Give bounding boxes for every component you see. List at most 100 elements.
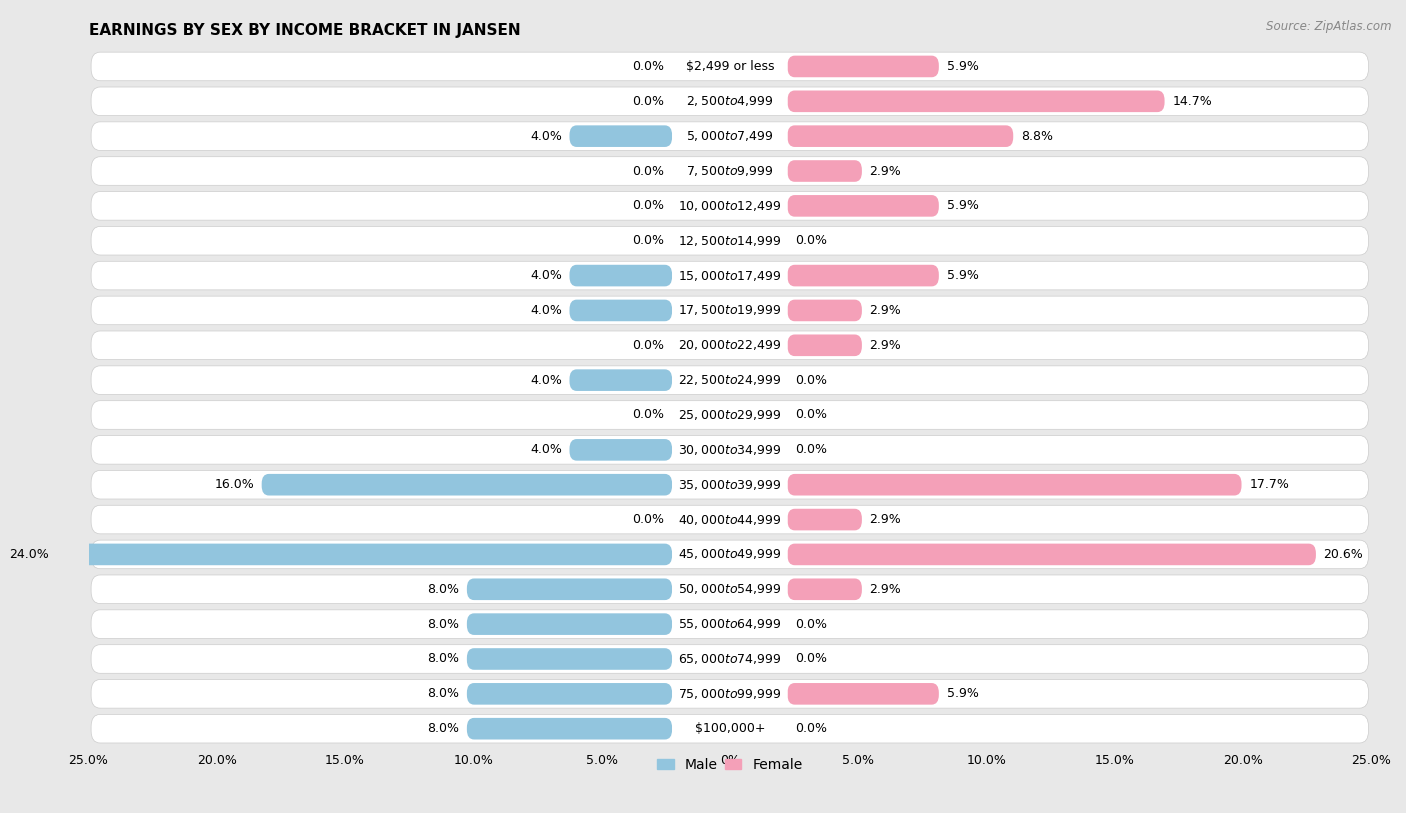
Text: 0.0%: 0.0% [796, 374, 827, 387]
Text: 4.0%: 4.0% [530, 304, 562, 317]
FancyBboxPatch shape [672, 579, 787, 600]
FancyBboxPatch shape [787, 474, 1241, 495]
FancyBboxPatch shape [787, 265, 939, 286]
FancyBboxPatch shape [91, 52, 1368, 80]
FancyBboxPatch shape [91, 296, 1368, 324]
Text: 8.0%: 8.0% [427, 653, 460, 666]
Text: 8.0%: 8.0% [427, 583, 460, 596]
FancyBboxPatch shape [467, 579, 672, 600]
FancyBboxPatch shape [91, 505, 1368, 534]
FancyBboxPatch shape [787, 125, 1014, 147]
Text: 4.0%: 4.0% [530, 374, 562, 387]
FancyBboxPatch shape [787, 509, 862, 530]
FancyBboxPatch shape [91, 436, 1368, 464]
FancyBboxPatch shape [467, 718, 672, 740]
Text: 8.8%: 8.8% [1021, 129, 1053, 142]
FancyBboxPatch shape [672, 334, 787, 356]
FancyBboxPatch shape [672, 265, 787, 286]
Text: 2.9%: 2.9% [869, 583, 901, 596]
Text: 24.0%: 24.0% [8, 548, 49, 561]
FancyBboxPatch shape [672, 509, 787, 530]
Text: $15,000 to $17,499: $15,000 to $17,499 [678, 268, 782, 283]
FancyBboxPatch shape [672, 613, 787, 635]
FancyBboxPatch shape [672, 125, 787, 147]
Text: 0.0%: 0.0% [633, 513, 665, 526]
Text: $2,499 or less: $2,499 or less [686, 60, 775, 73]
Text: 4.0%: 4.0% [530, 443, 562, 456]
FancyBboxPatch shape [672, 55, 787, 77]
FancyBboxPatch shape [91, 331, 1368, 359]
Text: $50,000 to $54,999: $50,000 to $54,999 [678, 582, 782, 596]
Text: 16.0%: 16.0% [214, 478, 254, 491]
FancyBboxPatch shape [91, 680, 1368, 708]
Text: $55,000 to $64,999: $55,000 to $64,999 [678, 617, 782, 631]
FancyBboxPatch shape [672, 718, 787, 740]
Text: Source: ZipAtlas.com: Source: ZipAtlas.com [1267, 20, 1392, 33]
Text: 2.9%: 2.9% [869, 513, 901, 526]
FancyBboxPatch shape [91, 122, 1368, 150]
FancyBboxPatch shape [467, 648, 672, 670]
Text: 2.9%: 2.9% [869, 164, 901, 177]
Text: 0.0%: 0.0% [796, 443, 827, 456]
FancyBboxPatch shape [672, 683, 787, 705]
FancyBboxPatch shape [672, 404, 787, 426]
FancyBboxPatch shape [91, 540, 1368, 569]
FancyBboxPatch shape [91, 87, 1368, 115]
FancyBboxPatch shape [569, 300, 672, 321]
Text: 4.0%: 4.0% [530, 129, 562, 142]
FancyBboxPatch shape [91, 401, 1368, 429]
FancyBboxPatch shape [91, 471, 1368, 499]
FancyBboxPatch shape [56, 544, 672, 565]
FancyBboxPatch shape [787, 683, 939, 705]
FancyBboxPatch shape [262, 474, 672, 495]
FancyBboxPatch shape [787, 195, 939, 217]
FancyBboxPatch shape [91, 366, 1368, 394]
Text: $40,000 to $44,999: $40,000 to $44,999 [678, 512, 782, 527]
FancyBboxPatch shape [91, 261, 1368, 290]
FancyBboxPatch shape [787, 579, 862, 600]
Text: $65,000 to $74,999: $65,000 to $74,999 [678, 652, 782, 666]
FancyBboxPatch shape [91, 610, 1368, 638]
FancyBboxPatch shape [91, 715, 1368, 743]
Text: 5.9%: 5.9% [946, 60, 979, 73]
FancyBboxPatch shape [467, 613, 672, 635]
FancyBboxPatch shape [787, 300, 862, 321]
Text: 0.0%: 0.0% [633, 408, 665, 421]
Text: 0.0%: 0.0% [633, 60, 665, 73]
FancyBboxPatch shape [672, 90, 787, 112]
Text: 8.0%: 8.0% [427, 618, 460, 631]
Text: 5.9%: 5.9% [946, 269, 979, 282]
Text: $22,500 to $24,999: $22,500 to $24,999 [678, 373, 782, 387]
Text: $20,000 to $22,499: $20,000 to $22,499 [678, 338, 782, 352]
Text: 17.7%: 17.7% [1249, 478, 1289, 491]
FancyBboxPatch shape [672, 300, 787, 321]
Text: EARNINGS BY SEX BY INCOME BRACKET IN JANSEN: EARNINGS BY SEX BY INCOME BRACKET IN JAN… [89, 23, 520, 38]
FancyBboxPatch shape [787, 90, 1164, 112]
Text: 0.0%: 0.0% [633, 199, 665, 212]
Text: 0.0%: 0.0% [796, 618, 827, 631]
FancyBboxPatch shape [91, 645, 1368, 673]
FancyBboxPatch shape [569, 265, 672, 286]
Text: $45,000 to $49,999: $45,000 to $49,999 [678, 547, 782, 562]
Text: 4.0%: 4.0% [530, 269, 562, 282]
FancyBboxPatch shape [91, 227, 1368, 255]
Text: $7,500 to $9,999: $7,500 to $9,999 [686, 164, 773, 178]
Text: $10,000 to $12,499: $10,000 to $12,499 [678, 199, 782, 213]
Text: 8.0%: 8.0% [427, 687, 460, 700]
Text: 2.9%: 2.9% [869, 304, 901, 317]
Text: $75,000 to $99,999: $75,000 to $99,999 [678, 687, 782, 701]
Text: $25,000 to $29,999: $25,000 to $29,999 [678, 408, 782, 422]
FancyBboxPatch shape [569, 125, 672, 147]
FancyBboxPatch shape [569, 439, 672, 461]
Text: $12,500 to $14,999: $12,500 to $14,999 [678, 233, 782, 248]
Text: $17,500 to $19,999: $17,500 to $19,999 [678, 303, 782, 317]
FancyBboxPatch shape [569, 369, 672, 391]
FancyBboxPatch shape [672, 195, 787, 217]
Text: 2.9%: 2.9% [869, 339, 901, 352]
FancyBboxPatch shape [467, 683, 672, 705]
Text: 0.0%: 0.0% [796, 234, 827, 247]
Text: 0.0%: 0.0% [633, 164, 665, 177]
FancyBboxPatch shape [672, 369, 787, 391]
Text: 0.0%: 0.0% [633, 339, 665, 352]
FancyBboxPatch shape [787, 55, 939, 77]
